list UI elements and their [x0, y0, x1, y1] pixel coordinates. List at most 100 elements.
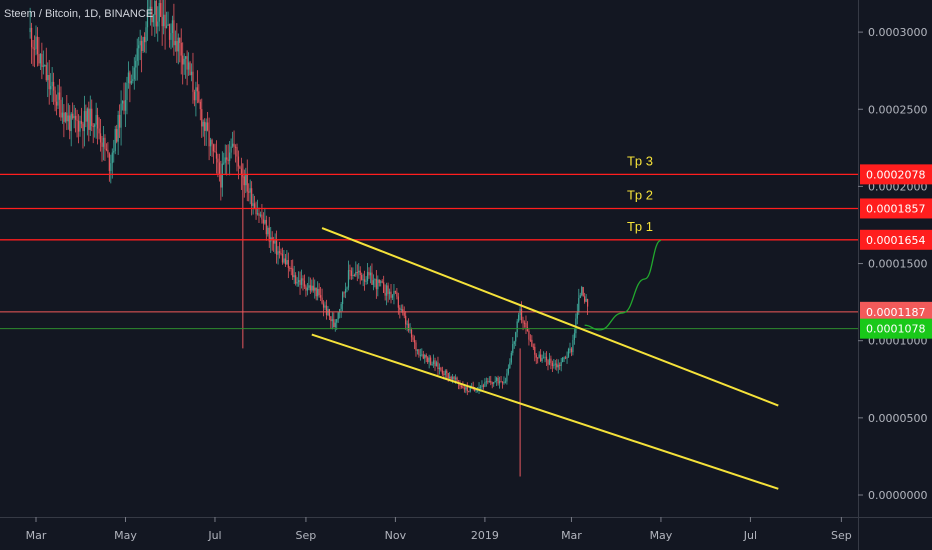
candle-body	[240, 168, 242, 175]
candle-body	[506, 373, 508, 382]
candle-body	[353, 274, 355, 276]
y-tick-label: 0.0002500	[868, 103, 928, 116]
candle-body	[113, 151, 115, 153]
candle-body	[80, 120, 83, 124]
candle-body	[258, 213, 260, 216]
candle-body	[551, 362, 553, 366]
candle-body	[350, 270, 353, 276]
candle-body	[408, 323, 410, 331]
candle-body	[317, 288, 319, 297]
candle-body	[64, 112, 66, 122]
candle-body	[394, 291, 397, 293]
candle-body	[236, 147, 238, 157]
candle-body	[419, 354, 421, 356]
candle-body	[145, 27, 147, 43]
candle-body	[362, 279, 364, 281]
candle-body	[525, 323, 527, 328]
candle-body	[30, 27, 33, 48]
candle-body	[38, 54, 40, 64]
candle-body	[534, 346, 536, 355]
candle-body	[130, 80, 132, 84]
candle-body	[544, 356, 546, 358]
candle-body	[187, 62, 190, 70]
candle-body	[397, 296, 399, 308]
candle-body	[256, 213, 259, 215]
candle-body	[306, 287, 308, 291]
price-axis-pane	[858, 0, 932, 550]
candle-body	[73, 115, 75, 119]
candle-body	[198, 91, 200, 102]
candle-body	[295, 275, 297, 284]
candle-body	[412, 337, 414, 340]
candle-body	[496, 377, 498, 381]
candle-body	[312, 285, 314, 291]
candle-body	[160, 3, 162, 17]
candle-body	[107, 149, 109, 154]
candle-body	[314, 287, 316, 291]
candle-body	[453, 376, 455, 380]
x-tick-label: May	[650, 529, 673, 542]
candle-body	[251, 188, 253, 206]
candle-body	[105, 148, 108, 150]
candle-body	[400, 309, 402, 311]
candle-body	[85, 111, 87, 122]
candle-body	[413, 339, 416, 343]
candle-body	[114, 129, 116, 152]
candle-body	[450, 376, 452, 380]
candle-body	[582, 287, 584, 297]
candle-body	[330, 316, 332, 322]
candle-body	[434, 360, 436, 367]
price-tag-label: 0.0002078	[866, 168, 926, 181]
candle-body	[584, 296, 586, 302]
candle-body	[121, 100, 124, 104]
candle-body	[217, 158, 219, 163]
candle-body	[331, 319, 333, 322]
candle-body	[512, 344, 514, 353]
candle-body	[440, 367, 442, 371]
candle-body	[564, 357, 567, 359]
candle-body	[146, 11, 149, 28]
candle-body	[63, 112, 65, 122]
candle-body	[265, 219, 267, 235]
candle-body	[89, 108, 91, 130]
candle-body	[487, 381, 489, 383]
candle-body	[586, 299, 589, 307]
candle-body	[324, 305, 326, 308]
candle-body	[435, 362, 438, 367]
candle-body	[161, 16, 163, 27]
candle-body	[245, 173, 247, 186]
candle-body	[32, 47, 34, 49]
candle-body	[340, 304, 342, 310]
price-tag	[860, 164, 932, 185]
candle-body	[322, 303, 325, 308]
candle-body	[418, 349, 420, 355]
x-tick-label: Jul	[207, 529, 221, 542]
candle-body	[139, 40, 141, 46]
candle-body	[393, 291, 395, 296]
x-tick-label: Sep	[831, 529, 852, 542]
candle-body	[274, 240, 276, 244]
candle-body	[346, 287, 348, 289]
candle-body	[296, 282, 298, 284]
y-tick-label: 0.0003000	[868, 26, 928, 39]
candle-body	[143, 36, 146, 43]
candle-body	[578, 297, 580, 312]
projection-curve	[584, 239, 662, 331]
candle-body	[390, 291, 392, 298]
candle-body	[501, 382, 504, 384]
candle-body	[262, 219, 264, 224]
candle-body	[141, 40, 143, 52]
candle-body	[405, 315, 407, 325]
candle-body	[339, 309, 341, 313]
candle-body	[532, 346, 534, 348]
candle-body	[120, 103, 122, 128]
candle-body	[101, 142, 103, 147]
candle-body	[366, 271, 369, 281]
candle-body	[149, 6, 152, 9]
candle-body	[44, 65, 46, 67]
candle-body	[209, 139, 212, 147]
candle-body	[61, 112, 64, 118]
candle-body	[201, 109, 203, 127]
